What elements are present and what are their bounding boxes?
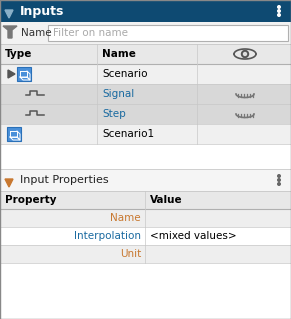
Bar (0, 0, 291, 22)
Bar (0, 44, 291, 64)
Polygon shape (5, 179, 13, 187)
Text: Type: Type (5, 49, 32, 59)
Polygon shape (3, 26, 17, 38)
Circle shape (278, 175, 280, 177)
Text: Interpolation: Interpolation (74, 231, 141, 241)
Circle shape (242, 50, 249, 57)
Circle shape (278, 183, 280, 185)
Text: Scenario: Scenario (102, 69, 148, 79)
Bar (17, 67, 31, 81)
Bar (0, 84, 291, 104)
Polygon shape (8, 70, 15, 78)
Bar (0, 191, 291, 209)
Bar (0, 124, 291, 144)
Bar (0, 209, 291, 227)
Text: Unit: Unit (120, 249, 141, 259)
Circle shape (244, 53, 246, 56)
Bar (7, 127, 21, 141)
Circle shape (278, 179, 280, 181)
Text: Name: Name (102, 49, 136, 59)
Text: <mixed values>: <mixed values> (150, 231, 237, 241)
Bar (0, 245, 291, 263)
Text: Signal: Signal (102, 89, 134, 99)
Text: Input Properties: Input Properties (20, 175, 109, 185)
Text: Step: Step (102, 109, 126, 119)
Circle shape (278, 10, 280, 12)
Text: Scenario1: Scenario1 (102, 129, 154, 139)
Text: Name: Name (110, 213, 141, 223)
Bar (0, 144, 291, 169)
Text: Name: Name (21, 28, 52, 38)
Circle shape (278, 6, 280, 8)
Text: Property: Property (5, 195, 56, 205)
Bar (48, 25, 288, 41)
Text: Value: Value (150, 195, 183, 205)
Bar (0, 169, 291, 191)
Text: Filter on name: Filter on name (53, 28, 128, 38)
Bar (0, 64, 291, 84)
Text: Inputs: Inputs (20, 4, 64, 18)
Bar (0, 263, 291, 319)
Bar (0, 22, 291, 44)
Polygon shape (5, 10, 13, 18)
Bar (0, 104, 291, 124)
Bar (0, 227, 291, 245)
Circle shape (278, 14, 280, 16)
